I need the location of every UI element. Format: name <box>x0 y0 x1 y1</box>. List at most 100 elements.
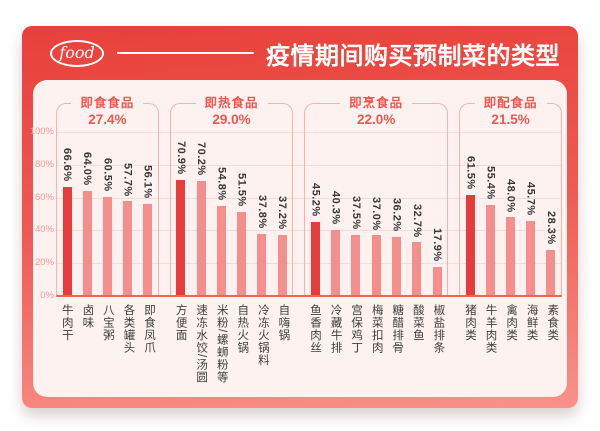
bar-slot: 37.5% <box>346 104 366 296</box>
bar-value-label: 28.3% <box>544 210 557 245</box>
header: food 疫情期间购买预制菜的类型 <box>22 26 578 80</box>
y-axis-tick-label: 60% <box>34 191 54 203</box>
group-share-percent: 29.0% <box>212 112 251 127</box>
bar <box>371 235 381 296</box>
category-label: 酸菜鱼 <box>411 304 424 342</box>
category-label: 即食凤爪 <box>143 304 156 354</box>
bar <box>526 221 536 296</box>
category-label: 米粉/螺蛳粉等 <box>215 304 228 384</box>
bar-value-label: 37.2% <box>276 196 289 230</box>
gridline <box>56 230 562 232</box>
category-label: 鱼香肉丝 <box>309 304 321 354</box>
category-label: 冷藏牛排 <box>329 304 342 354</box>
bar-value-label: 45.2% <box>309 183 322 217</box>
bar-value-label: 37.0% <box>370 196 383 231</box>
gridline <box>56 197 562 199</box>
bar-value-label: 51.5% <box>235 172 248 207</box>
bar <box>216 206 226 296</box>
category-label: 卤味 <box>81 304 94 329</box>
bar-slot: 37.2% <box>272 104 292 296</box>
bar-value-label: 36.2% <box>390 197 403 232</box>
bar-value-label: 48.0% <box>504 178 517 213</box>
header-divider-line <box>117 52 254 54</box>
bar-value-label: 64.0% <box>81 152 94 187</box>
bar-slot: 17.9% <box>427 104 447 296</box>
category-label: 禽肉类 <box>505 304 518 342</box>
bar <box>546 249 556 296</box>
category-label: 方便面 <box>174 304 187 342</box>
bar-value-label: 37.8% <box>255 195 268 230</box>
bar <box>391 236 401 296</box>
group-box: 即配食品 21.5% 61.5% 55.4% 48.0% 45.7% 28.3% <box>459 96 562 296</box>
bar-value-label: 45.7% <box>524 182 537 217</box>
category-label: 宫保鸡丁 <box>350 304 363 354</box>
bar <box>506 217 516 296</box>
bar-value-label: 17.9% <box>431 227 444 262</box>
bar-value-label: 57.7% <box>121 162 134 197</box>
gridline <box>56 132 562 133</box>
bar-slot: 37.0% <box>366 104 386 296</box>
group-name: 即热食品 <box>204 96 259 110</box>
category-label: 牛肉干 <box>60 304 73 342</box>
bar-slot: 61.5% <box>460 104 480 296</box>
bar <box>412 242 422 296</box>
y-axis-tick-label: 40% <box>34 224 54 236</box>
bar <box>196 180 206 296</box>
category-label: 速冻水饺/汤圆 <box>195 304 208 384</box>
category-label: 冷冻火锅料 <box>256 304 269 367</box>
category-label: 椒盐排条 <box>432 304 445 354</box>
chart-panel: 0% 20% 40% 60% 80% 100% 即食食品 27.4% 66.6% 64.0% 60… <box>30 80 567 397</box>
group-share-percent: 22.0% <box>357 112 396 127</box>
category-label: 八宝粥 <box>101 304 114 342</box>
category-label: 各类罐头 <box>122 304 135 354</box>
bar-slot: 66.6% <box>57 104 77 296</box>
bar <box>176 179 186 296</box>
bar-slot: 57.7% <box>117 104 137 296</box>
bar-slot: 56.1% <box>138 104 158 296</box>
group-label: 即热食品 29.0% <box>195 96 268 128</box>
bar-value-label: 70.9% <box>174 141 187 175</box>
group-box: 即热食品 29.0% 70.9% 70.2% 54.8% 51.5% 37.8% 37.2% <box>169 96 294 296</box>
group-name: 即配食品 <box>483 96 538 110</box>
bar-group-4: 即配食品 21.5% 61.5% 55.4% 48.0% 45.7% 28.3% 猪肉类 牛羊肉… <box>459 96 562 393</box>
group-label: 即食食品 27.4% <box>71 96 144 128</box>
bar-slot: 48.0% <box>501 104 521 296</box>
category-label: 自嗨锅 <box>277 304 290 342</box>
bar-slot: 70.9% <box>171 104 191 296</box>
bar-value-label: 32.7% <box>410 203 423 238</box>
category-label: 海鲜类 <box>525 304 538 342</box>
bar-value-label: 70.2% <box>195 142 208 176</box>
bar <box>432 266 442 296</box>
group-label: 即烹食品 22.0% <box>340 96 413 128</box>
category-label: 素食类 <box>546 304 559 342</box>
category-label: 猪肉类 <box>463 304 476 342</box>
group-name: 即烹食品 <box>349 96 404 110</box>
bar <box>143 204 153 296</box>
bar-value-label: 55.4% <box>484 166 497 201</box>
bar-slot: 70.2% <box>191 104 211 296</box>
bar <box>102 196 112 296</box>
y-axis-tick-label: 80% <box>34 158 54 170</box>
category-labels: 猪肉类 牛羊肉类 禽肉类 海鲜类 素食类 <box>459 304 562 354</box>
bar-slot: 64.0% <box>77 104 97 296</box>
bar-group-3: 即烹食品 22.0% 45.2% 40.3% 37.5% 37.0% 36.2% 32.7% 1… <box>304 96 449 393</box>
bar <box>82 191 92 296</box>
category-labels: 牛肉干 卤味 八宝粥 各类罐头 即食凤爪 <box>56 304 159 354</box>
bar-value-label: 66.6% <box>61 148 74 182</box>
category-label: 糖醋排骨 <box>391 304 404 354</box>
food-logo: food <box>50 39 104 67</box>
category-label: 自热火锅 <box>236 304 249 354</box>
category-label: 牛羊肉类 <box>484 304 497 354</box>
bar <box>310 221 320 296</box>
bar <box>485 205 495 296</box>
bar <box>62 186 72 296</box>
bar-group-2: 即热食品 29.0% 70.9% 70.2% 54.8% 51.5% 37.8% 37.2% 方… <box>169 96 294 393</box>
bar-slot: 40.3% <box>325 104 345 296</box>
category-label: 梅菜扣肉 <box>370 304 383 354</box>
y-axis-tick-label: 0% <box>40 290 54 301</box>
y-axis-tick-label: 20% <box>34 257 54 269</box>
bar-value-label: 60.5% <box>101 158 114 192</box>
bar-value-label: 61.5% <box>464 156 477 191</box>
food-logo-text: food <box>59 42 95 62</box>
bar-slot: 51.5% <box>232 104 252 296</box>
